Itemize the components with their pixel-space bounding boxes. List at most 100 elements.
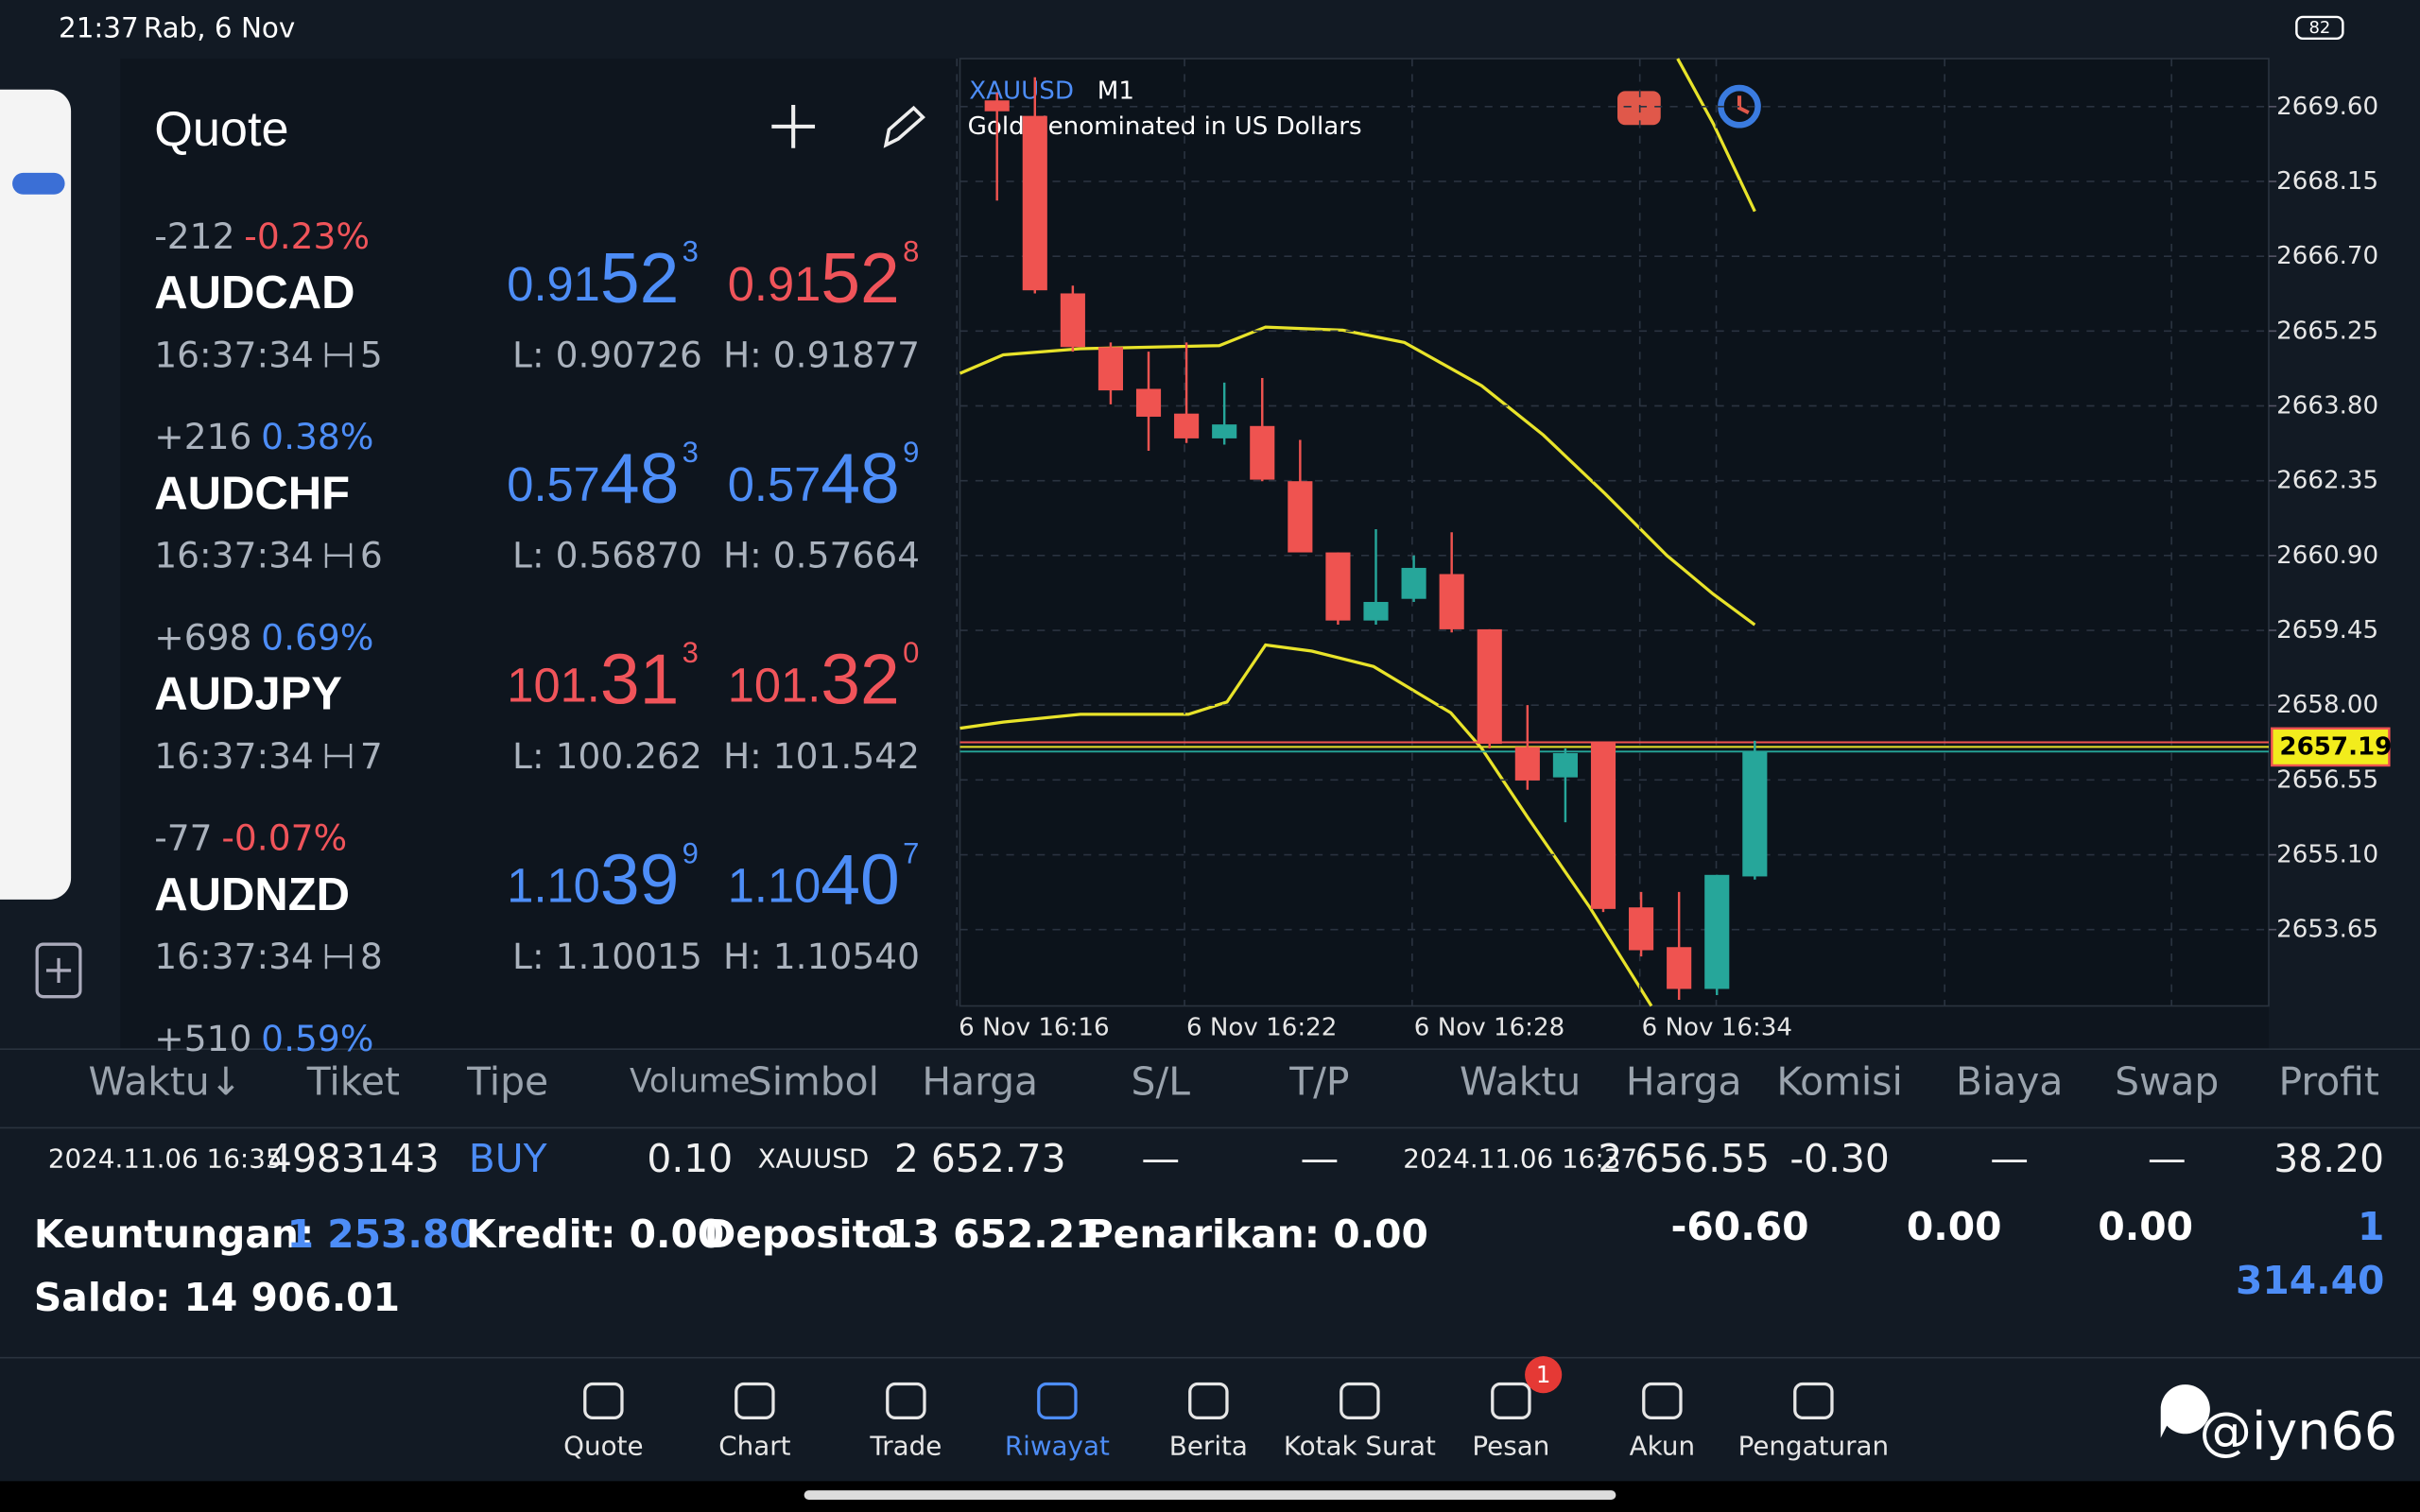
bollinger-middle (1676, 58, 1756, 213)
quote-high: H: 1.10540 (723, 936, 920, 977)
price-sup: 3 (683, 235, 699, 268)
table-cell: — (1990, 1136, 2029, 1181)
candle-body (1742, 751, 1768, 877)
candle-body (1022, 115, 1047, 291)
table-cell: 2024.11.06 16:37 (1403, 1143, 1637, 1175)
total-profit-line2: 314.40 (2236, 1258, 2384, 1303)
summary-deposit: 13 652.21 (886, 1211, 1101, 1257)
candle-body (1401, 567, 1426, 599)
nav-icon[interactable] (1793, 1382, 1834, 1420)
quote-low: L: 1.10015 (512, 936, 702, 977)
quote-percent: 0.69% (261, 616, 373, 658)
x-tick-label: 6 Nov 16:22 (1186, 1013, 1337, 1041)
spread-icon (324, 542, 353, 568)
y-tick-label: 2660.90 (2276, 541, 2378, 570)
nav-icon[interactable] (1037, 1382, 1078, 1420)
nav-badge-count: 1 (1536, 1361, 1551, 1388)
price-big: 48 (600, 438, 680, 518)
y-tick-label: 2665.25 (2276, 317, 2378, 345)
candle-body (1439, 574, 1464, 629)
table-header: Biaya (1956, 1058, 2063, 1104)
quote-change: +216 (154, 416, 251, 457)
price-big: 52 (821, 238, 900, 318)
bollinger-lower (959, 643, 1653, 1007)
quote-high: H: 101.542 (723, 735, 920, 777)
quote-low: L: 0.90726 (512, 335, 702, 376)
table-cell: 0.10 (647, 1136, 733, 1181)
candle-body (1552, 752, 1578, 778)
quote-high: H: 0.57664 (723, 535, 920, 576)
price-small: 101. (507, 658, 600, 712)
current-price-tag (2271, 727, 2391, 767)
quote-symbol: AUDCAD (154, 267, 354, 318)
y-tick-label: 2666.70 (2276, 242, 2378, 270)
candle-body (984, 100, 1010, 112)
summary-profit: 1 253.80 (287, 1211, 476, 1257)
nav-icon[interactable] (583, 1382, 624, 1420)
price-small: 0.91 (728, 257, 821, 311)
nav-icon[interactable] (1188, 1382, 1229, 1420)
clock-hand (1737, 95, 1750, 115)
battery-level: 82 (2308, 18, 2330, 38)
quote-spread: 8 (360, 936, 383, 977)
table-header: Waktu (1460, 1058, 1581, 1104)
nav-icon[interactable] (1491, 1382, 1531, 1420)
candle-body (1174, 413, 1200, 438)
price-sup: 0 (903, 636, 919, 669)
table-header: Tipe (466, 1058, 548, 1104)
candle-body (1629, 907, 1654, 951)
price-sup: 9 (903, 436, 919, 469)
side-app-preview[interactable] (0, 89, 72, 900)
summary-profit-label: Keuntungan: (34, 1211, 314, 1257)
y-tick-label: 2658.00 (2276, 691, 2378, 719)
nav-icon[interactable] (735, 1382, 775, 1420)
add-icon[interactable] (35, 942, 82, 999)
quote-change: -212 (154, 215, 234, 257)
price-sup: 8 (903, 235, 919, 268)
price-sup: 7 (903, 836, 919, 869)
table-cell: 2024.11.06 16:35 (48, 1143, 283, 1175)
candle-body (1250, 425, 1275, 480)
spread-icon (324, 342, 353, 368)
candle-body (1060, 293, 1085, 348)
candle-body (1098, 347, 1123, 391)
candle-body (1325, 552, 1351, 621)
table-header: T/P (1288, 1058, 1349, 1104)
table-cell: 2 656.55 (1598, 1136, 1770, 1181)
table-cell: — (1141, 1136, 1180, 1181)
x-tick-label: 6 Nov 16:16 (959, 1013, 1109, 1041)
nav-label: Berita (1169, 1430, 1248, 1461)
y-tick-label: 2655.10 (2276, 841, 2378, 869)
candle-body (1288, 481, 1313, 553)
x-tick-label: 6 Nov 16:34 (1642, 1013, 1792, 1041)
nav-label: Akun (1630, 1430, 1695, 1461)
table-header: Harga (922, 1058, 1038, 1104)
quote-change: +698 (154, 616, 251, 658)
quote-percent: -0.23% (244, 215, 370, 257)
candle-body (1667, 947, 1692, 989)
quote-spread: 6 (360, 535, 383, 576)
table-cell: 38.20 (2273, 1136, 2384, 1181)
status-time: 21:37 (59, 11, 139, 43)
price-small: 0.91 (507, 257, 600, 311)
y-tick-label: 2663.80 (2276, 391, 2378, 420)
nav-icon[interactable] (1642, 1382, 1683, 1420)
price-big: 32 (821, 639, 900, 718)
table-header: Tiket (306, 1058, 400, 1104)
preview-button (12, 172, 65, 195)
nav-icon[interactable] (1340, 1382, 1380, 1420)
summary-credit: Kredit: 0.00 (466, 1211, 724, 1257)
total-swap: 0.00 (2098, 1204, 2193, 1249)
quote-time: 16:37:34 (154, 936, 314, 977)
quote-spread: 7 (360, 735, 383, 777)
y-tick-label: 2653.65 (2276, 916, 2378, 944)
summary-withdrawal: Penarikan: 0.00 (1085, 1211, 1428, 1257)
price-small: 0.57 (507, 457, 600, 511)
nav-label: Riwayat (1005, 1430, 1110, 1461)
edit-icon[interactable] (883, 105, 925, 148)
nav-label: Pengaturan (1738, 1430, 1889, 1461)
table-header: Volume (630, 1062, 750, 1100)
price-sup: 3 (683, 636, 699, 669)
price-small: 1.10 (728, 859, 821, 913)
nav-icon[interactable] (886, 1382, 926, 1420)
